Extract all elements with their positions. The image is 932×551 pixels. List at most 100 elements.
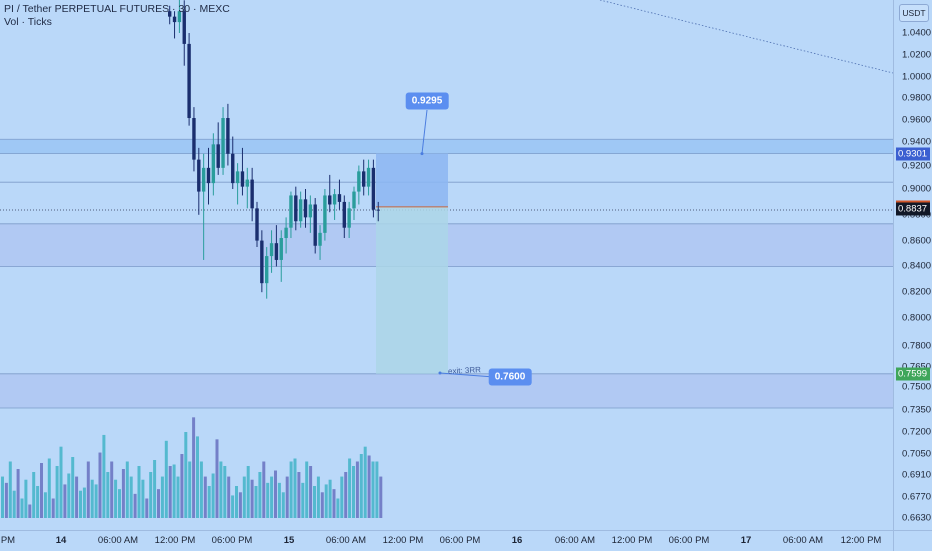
volume-bar — [32, 472, 36, 518]
volume-bar — [137, 466, 141, 518]
volume-bar — [145, 498, 149, 518]
volume-bar — [246, 466, 250, 518]
candle-body — [255, 208, 259, 241]
price-tick-label: 0.7200 — [902, 426, 932, 438]
candle-body — [211, 144, 216, 184]
volume-bar — [149, 472, 153, 518]
volume-bar — [180, 454, 184, 518]
time-axis[interactable]: 0 PM 14 06:00 AM 12:00 PM 06:00 PM 15 06:00 AM… — [0, 530, 893, 551]
volume-bar — [67, 473, 71, 518]
volume-bar — [355, 461, 359, 518]
time-tick-label: 15 — [283, 535, 295, 546]
volume-bar — [110, 461, 114, 518]
volume-bar — [309, 466, 313, 518]
time-tick-label: 12:00 PM — [840, 535, 882, 546]
volume-bar — [86, 461, 90, 518]
candle-body — [226, 118, 230, 154]
volume-bar — [172, 464, 176, 518]
volume-bar — [164, 440, 168, 518]
volume-bar — [118, 489, 121, 518]
price-tick-label: 0.9800 — [902, 92, 932, 104]
candle-body — [206, 167, 211, 184]
symbol-title[interactable]: PI / Tether PERPETUAL FUTURES · 30 · MEX… — [4, 3, 230, 15]
volume-bar — [320, 492, 324, 518]
time-tick-label: 12:00 PM — [382, 535, 424, 546]
price-tick-label: 0.9600 — [902, 114, 932, 126]
volume-bar — [375, 461, 379, 518]
volume-bar — [79, 490, 82, 518]
volume-bar — [242, 476, 246, 518]
volume-bar — [274, 470, 277, 518]
volume-bar — [129, 476, 133, 518]
volume-bar — [235, 486, 238, 518]
candle-body — [376, 209, 380, 211]
price-tick-label: 0.7050 — [902, 448, 932, 460]
price-tick-label: 0.6630 — [902, 512, 932, 524]
volume-bar — [324, 484, 328, 518]
volume-bar — [328, 479, 332, 518]
time-tick-label: 06:00 PM — [211, 535, 253, 546]
time-tick-label: 12:00 PM — [611, 535, 653, 546]
volume-bar — [106, 472, 110, 518]
candle-body — [235, 171, 240, 184]
candle-body — [362, 171, 366, 187]
price-tick-label: 0.6910 — [902, 469, 932, 481]
volume-bar — [352, 466, 355, 518]
volume-indicator-label[interactable]: Vol · Ticks — [4, 16, 52, 28]
candle-body — [303, 199, 308, 218]
time-tick-label: 06:00 PM — [668, 535, 710, 546]
volume-bar — [102, 434, 106, 518]
price-tick-label: 0.8000 — [902, 312, 932, 324]
volume-bar — [344, 472, 348, 518]
candle-body — [371, 167, 376, 210]
volume-bar — [215, 439, 219, 518]
price-tick-label: 0.9200 — [902, 160, 932, 171]
volume-bar — [196, 436, 199, 518]
price-tick-label: 0.9000 — [902, 183, 932, 195]
volume-bar — [340, 476, 344, 518]
price-tick-label: 1.0400 — [902, 27, 932, 39]
chart-canvas[interactable] — [0, 0, 893, 530]
volume-bar — [281, 492, 285, 518]
candle-body — [172, 16, 177, 23]
volume-bar — [51, 498, 55, 518]
currency-button[interactable]: USDT — [899, 4, 929, 22]
volume-bar — [28, 504, 32, 518]
candle-body — [352, 191, 356, 209]
target-callout-connector — [421, 109, 428, 154]
time-tick-label: 06:00 AM — [97, 535, 139, 546]
chart-area[interactable]: PI / Tether PERPETUAL FUTURES · 30 · MEX… — [0, 0, 893, 530]
candle-body — [250, 179, 254, 209]
candle-body — [177, 11, 182, 23]
volume-bar — [24, 479, 28, 518]
volume-bar — [363, 446, 367, 518]
price-tick-label: 1.0000 — [902, 71, 932, 83]
volume-bar — [199, 461, 203, 518]
target-price-callout[interactable]: 0.9295 — [405, 92, 449, 110]
time-tick-label: 16 — [511, 535, 523, 546]
volume-bar — [301, 482, 305, 518]
price-axis[interactable]: USDT 1.0400 1.0200 1.0000 0.9800 0.9600 0.940… — [893, 0, 932, 530]
candle-body — [313, 204, 317, 246]
target-zone — [0, 139, 893, 154]
volume-bar — [188, 461, 192, 518]
position-target-box — [376, 153, 448, 207]
volume-bar — [12, 490, 16, 518]
candle-body — [197, 159, 201, 192]
volume-bar — [20, 498, 24, 518]
volume-bar — [348, 458, 352, 518]
candle-body — [231, 153, 235, 184]
volume-bar — [184, 432, 188, 518]
candle-body — [366, 167, 371, 187]
candle-body — [328, 195, 332, 205]
candle-body — [216, 144, 220, 168]
volume-bar — [371, 461, 375, 518]
candle-body — [221, 118, 225, 168]
volume-bar — [160, 476, 164, 518]
volume-bar — [98, 452, 102, 518]
candle-body — [279, 238, 283, 260]
volume-bar — [219, 461, 223, 518]
volume-bar — [316, 476, 320, 518]
candle-body — [294, 195, 298, 222]
stop-price-callout[interactable]: 0.7600 — [488, 368, 532, 386]
